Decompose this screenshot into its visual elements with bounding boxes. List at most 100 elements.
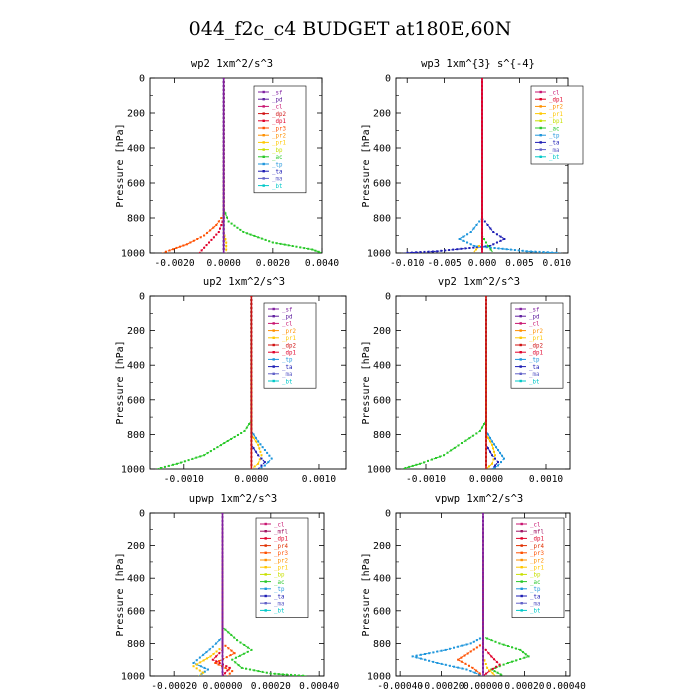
series-marker-tp bbox=[509, 248, 512, 251]
series-marker-ac bbox=[227, 220, 230, 223]
legend-marker bbox=[539, 90, 542, 94]
series-marker-sf bbox=[250, 431, 253, 434]
series-marker-ta bbox=[427, 250, 430, 253]
series-marker-sf bbox=[222, 188, 225, 191]
series-marker-dp1 bbox=[481, 236, 483, 239]
series-marker-pr1 bbox=[486, 666, 489, 669]
legend-marker bbox=[539, 119, 542, 122]
series-marker-pr3 bbox=[229, 654, 232, 657]
series-marker-tp bbox=[453, 646, 455, 649]
series-marker-tp bbox=[477, 673, 480, 676]
legend-marker bbox=[539, 134, 542, 137]
legend-marker bbox=[264, 544, 267, 547]
legend-label: _ta bbox=[549, 141, 559, 147]
series-marker-ta bbox=[423, 250, 426, 253]
series-marker-sf bbox=[250, 339, 253, 342]
series-marker-sf bbox=[250, 359, 253, 362]
series-line-dp1 bbox=[482, 513, 501, 676]
series-marker-tp bbox=[475, 224, 478, 226]
y-tick-label: 0 bbox=[139, 509, 145, 520]
series-marker-cl bbox=[221, 667, 224, 669]
series-marker-cl bbox=[482, 543, 484, 546]
series-marker-pr3 bbox=[464, 662, 467, 665]
series-marker-pr1 bbox=[494, 454, 496, 457]
series-marker-sf bbox=[485, 367, 487, 370]
series-marker-ta bbox=[494, 464, 496, 467]
series-marker-cl bbox=[482, 583, 484, 586]
series-marker-sf bbox=[250, 331, 253, 334]
series-marker-sf bbox=[250, 319, 253, 322]
series-marker-tp bbox=[478, 637, 481, 640]
series-marker-ac bbox=[224, 628, 227, 631]
series-marker-ac bbox=[291, 245, 294, 247]
series-marker-sf bbox=[222, 164, 225, 167]
legend-marker bbox=[519, 307, 522, 311]
y-tick-label: 400 bbox=[373, 574, 391, 585]
series-marker-ac bbox=[299, 246, 302, 249]
series-marker-tp bbox=[469, 243, 472, 246]
legend-marker bbox=[272, 322, 275, 325]
series-marker-ac bbox=[494, 666, 497, 669]
legend-label: _bt bbox=[530, 609, 540, 615]
series-line-dp1 bbox=[401, 296, 487, 469]
series-marker-dp1 bbox=[481, 220, 483, 223]
series-marker-tp bbox=[257, 440, 260, 443]
y-tick-label: 1000 bbox=[121, 465, 145, 476]
series-marker-tp bbox=[487, 433, 489, 436]
series-marker-pr1 bbox=[202, 659, 205, 662]
series-marker-pr3 bbox=[227, 668, 230, 671]
legend-marker bbox=[262, 90, 265, 94]
legend-marker bbox=[519, 372, 522, 375]
y-tick-label: 600 bbox=[373, 606, 391, 617]
legend-label: _sf bbox=[272, 90, 283, 96]
series-marker-sf bbox=[250, 423, 253, 426]
series-marker-ta bbox=[410, 251, 413, 253]
series-marker-tp bbox=[202, 653, 205, 656]
series-marker-sf bbox=[485, 407, 487, 410]
series-marker-ac bbox=[487, 245, 489, 247]
legend-label: _pr1 bbox=[272, 141, 286, 147]
series-marker-sf bbox=[222, 81, 225, 83]
legend-marker bbox=[272, 307, 275, 311]
series-marker-dp1 bbox=[481, 228, 483, 231]
series-marker-dp1 bbox=[200, 249, 203, 252]
legend-marker bbox=[520, 522, 523, 526]
legend-label: _pr1 bbox=[282, 336, 296, 342]
series-marker-ac bbox=[498, 665, 501, 668]
legend-marker bbox=[262, 170, 265, 173]
series-marker-pr3 bbox=[217, 663, 220, 666]
series-marker-sf bbox=[222, 116, 225, 119]
series-marker-pr1 bbox=[254, 440, 257, 443]
series-marker-tp bbox=[254, 436, 257, 439]
x-tick-label: 0.0040 bbox=[305, 258, 340, 269]
y-tick-label: 0 bbox=[385, 292, 391, 303]
series-marker-tp bbox=[261, 446, 264, 449]
series-marker-cl bbox=[482, 627, 484, 630]
series-marker-tp bbox=[440, 649, 443, 652]
series-marker-sf bbox=[485, 347, 487, 350]
series-marker-tp bbox=[462, 239, 465, 242]
series-marker-tp bbox=[424, 653, 426, 655]
series-marker-dp1 bbox=[221, 220, 224, 223]
y-tick-label: 400 bbox=[373, 144, 391, 155]
series-marker-pr3 bbox=[224, 644, 227, 647]
series-marker-ac bbox=[246, 646, 249, 649]
series-marker-ta bbox=[487, 447, 489, 450]
series-marker-tp bbox=[478, 220, 481, 223]
series-marker-pr1 bbox=[225, 245, 228, 247]
series-marker-sf bbox=[250, 460, 253, 462]
series-marker-sf bbox=[222, 112, 225, 115]
y-tick-label: 800 bbox=[373, 639, 391, 650]
legend-label: _pr3 bbox=[272, 126, 286, 132]
legend-marker bbox=[520, 530, 523, 533]
legend-label: _pd bbox=[529, 315, 539, 321]
x-tick-label: -0.0020 bbox=[155, 258, 195, 269]
legend-label: _tp bbox=[274, 587, 285, 593]
series-marker-pr1 bbox=[209, 655, 212, 658]
x-tick-label: -0.0010 bbox=[164, 474, 204, 485]
series-marker-dp1 bbox=[498, 663, 501, 666]
series-marker-dp1 bbox=[191, 457, 194, 460]
series-marker-ac bbox=[224, 212, 227, 215]
series-marker-cl bbox=[221, 639, 224, 642]
legend-marker bbox=[262, 141, 265, 144]
